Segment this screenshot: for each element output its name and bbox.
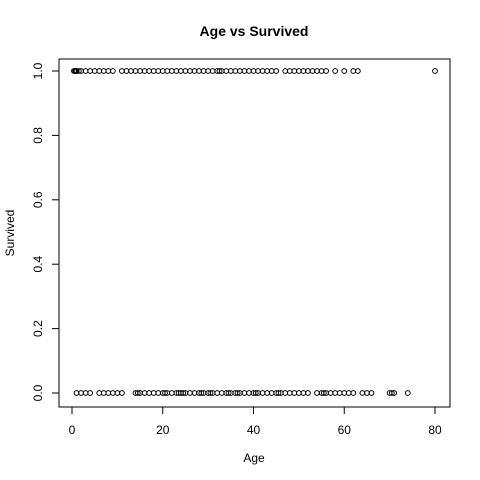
y-tick-label: 0.8 [31, 127, 45, 144]
data-point [332, 68, 339, 74]
data-point [109, 68, 116, 74]
data-point [323, 68, 330, 74]
data-point [305, 390, 311, 396]
y-tick-label: 0.2 [31, 320, 45, 337]
data-point [234, 390, 241, 396]
data-point [216, 68, 223, 74]
data-point [391, 390, 398, 396]
data-point [225, 390, 232, 396]
y-tick-label: 0.4 [31, 256, 45, 273]
data-point [252, 390, 259, 396]
chart-title: Age vs Survived [200, 23, 309, 39]
x-tick-label: 80 [428, 423, 442, 437]
x-axis: 0 20 40 60 80 [69, 407, 442, 437]
data-point [368, 390, 375, 396]
data-point [134, 390, 141, 396]
data-point [75, 68, 82, 74]
data-point [207, 390, 214, 396]
x-tick-label: 0 [69, 423, 76, 437]
data-point [341, 68, 348, 74]
data-point [404, 390, 411, 396]
y-tick-label: 0.0 [31, 384, 45, 401]
y-axis: 0.0 0.2 0.4 0.6 0.8 1.0 [31, 62, 59, 401]
plot-frame [58, 58, 451, 408]
y-tick-label: 0.6 [31, 191, 45, 208]
data-point [273, 68, 280, 74]
y-tick-label: 1.0 [31, 62, 45, 79]
data-points [71, 68, 438, 396]
y-axis-label: Survived [3, 210, 17, 257]
data-point [350, 390, 357, 396]
x-tick-label: 20 [156, 423, 170, 437]
data-point [87, 390, 94, 396]
x-axis-label: Age [243, 451, 265, 465]
data-point [388, 390, 395, 396]
x-tick-label: 60 [338, 423, 352, 437]
data-point [275, 390, 282, 396]
data-point [162, 390, 168, 396]
data-point [432, 68, 438, 74]
data-point [180, 390, 187, 396]
data-point [320, 390, 327, 396]
data-point [119, 390, 125, 396]
data-point [354, 68, 361, 74]
x-tick-label: 40 [247, 423, 261, 437]
data-point [198, 390, 205, 396]
